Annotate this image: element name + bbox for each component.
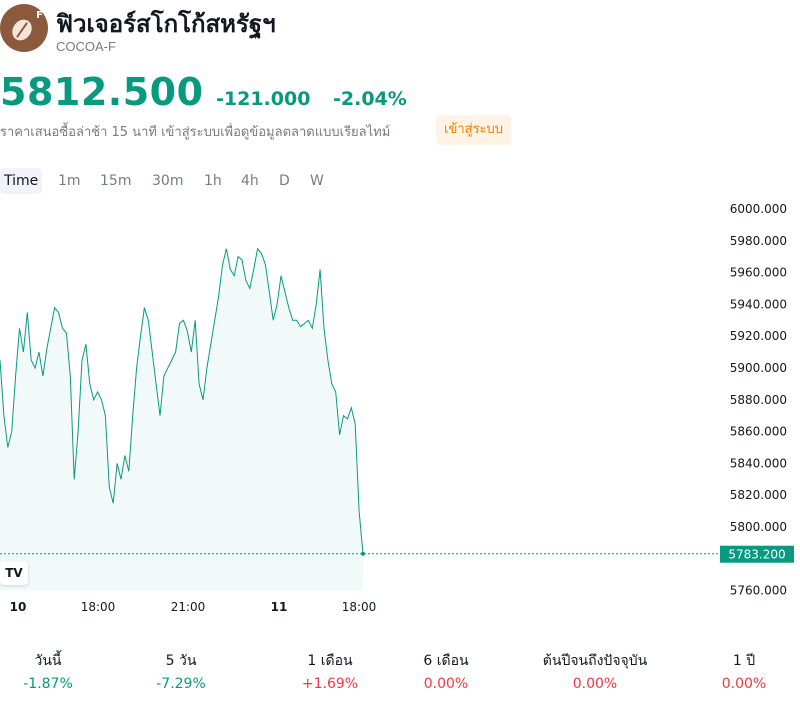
performance-label: วันนี้ — [34, 653, 62, 669]
y-tick-label: 5920.000 — [730, 329, 787, 343]
price-chart[interactable]: 5783.200 6000.000 5980.000 5960.000 5940.000… — [0, 196, 800, 616]
price-change-percent: -2.04% — [333, 88, 407, 110]
timeframe-time[interactable]: Time — [0, 168, 43, 194]
logo-badge: F — [36, 10, 43, 21]
performance-label: ต้นปีจนถึงปัจจุบัน — [542, 653, 648, 669]
performance-value: -1.87% — [23, 676, 73, 692]
login-button[interactable]: เข้าสู่ระบบ — [436, 115, 512, 145]
performance-label: 5 วัน — [165, 653, 197, 669]
timeframe-4h[interactable]: 4h — [241, 173, 259, 189]
tradingview-logo-icon[interactable]: TV — [0, 561, 28, 585]
performance-value: +1.69% — [301, 676, 359, 692]
timeframe-1m[interactable]: 1m — [58, 173, 81, 189]
performance-item[interactable]: 1 ปี 0.00% — [669, 650, 800, 692]
x-tick-label: 18:00 — [342, 600, 377, 614]
y-tick-label: 5980.000 — [730, 234, 787, 248]
timeframe-d[interactable]: D — [279, 173, 290, 189]
performance-item[interactable]: ต้นปีจนถึงปัจจุบัน 0.00% — [520, 650, 670, 692]
price-area — [0, 248, 363, 591]
performance-label: 1 เดือน — [307, 653, 353, 669]
x-tick-label: 11 — [271, 600, 288, 614]
timeframe-1h[interactable]: 1h — [204, 173, 222, 189]
performance-item[interactable]: 1 เดือน +1.69% — [255, 650, 405, 692]
performance-value: 0.00% — [721, 676, 767, 692]
performance-value: -7.29% — [156, 676, 206, 692]
delay-notice: ราคาเสนอซื้อล่าช้า 15 นาที เข้าสู่ระบบเพ… — [0, 125, 391, 140]
last-price-tag: 5783.200 — [720, 545, 794, 563]
cocoa-logo-icon: F — [0, 4, 48, 52]
y-tick-label: 5900.000 — [730, 361, 787, 375]
y-tick-label: 5840.000 — [730, 456, 787, 470]
performance-item[interactable]: 5 วัน -7.29% — [106, 650, 256, 692]
performance-label: 6 เดือน — [423, 653, 469, 669]
x-tick-label: 21:00 — [171, 600, 206, 614]
performance-value: 0.00% — [423, 676, 469, 692]
timeframe-30m[interactable]: 30m — [152, 173, 184, 189]
y-tick-label: 5800.000 — [730, 520, 787, 534]
price-line — [0, 247, 364, 555]
y-tick-label: 5960.000 — [730, 266, 787, 280]
performance-label: 1 ปี — [732, 653, 756, 669]
y-tick-label: 5820.000 — [730, 488, 787, 502]
timeframe-15m[interactable]: 15m — [100, 173, 132, 189]
last-price-dot — [361, 551, 365, 556]
last-price-tag-bg — [720, 545, 794, 563]
performance-value: 0.00% — [572, 676, 618, 692]
performance-item[interactable]: 6 เดือน 0.00% — [371, 650, 521, 692]
y-tick-label: 5940.000 — [730, 297, 787, 311]
y-tick-label: 6000.000 — [730, 202, 787, 216]
x-tick-label: 18:00 — [81, 600, 116, 614]
x-tick-label: 10 — [10, 600, 27, 614]
y-tick-label: 5860.000 — [730, 425, 787, 439]
timeframe-w[interactable]: W — [310, 173, 324, 189]
last-price: 5812.500 — [0, 70, 204, 114]
page-title: ฟิวเจอร์สโกโก้สหรัฐฯ — [56, 10, 276, 38]
price-change: -121.000 — [216, 88, 311, 110]
y-tick-label: 5880.000 — [730, 393, 787, 407]
y-tick-label: 5760.000 — [730, 584, 787, 598]
ticker-symbol: COCOA-F — [56, 39, 116, 54]
last-price-tag-text: 5783.200 — [728, 548, 785, 562]
performance-item[interactable]: วันนี้ -1.87% — [0, 650, 123, 692]
cocoa-bean-icon — [8, 15, 36, 45]
